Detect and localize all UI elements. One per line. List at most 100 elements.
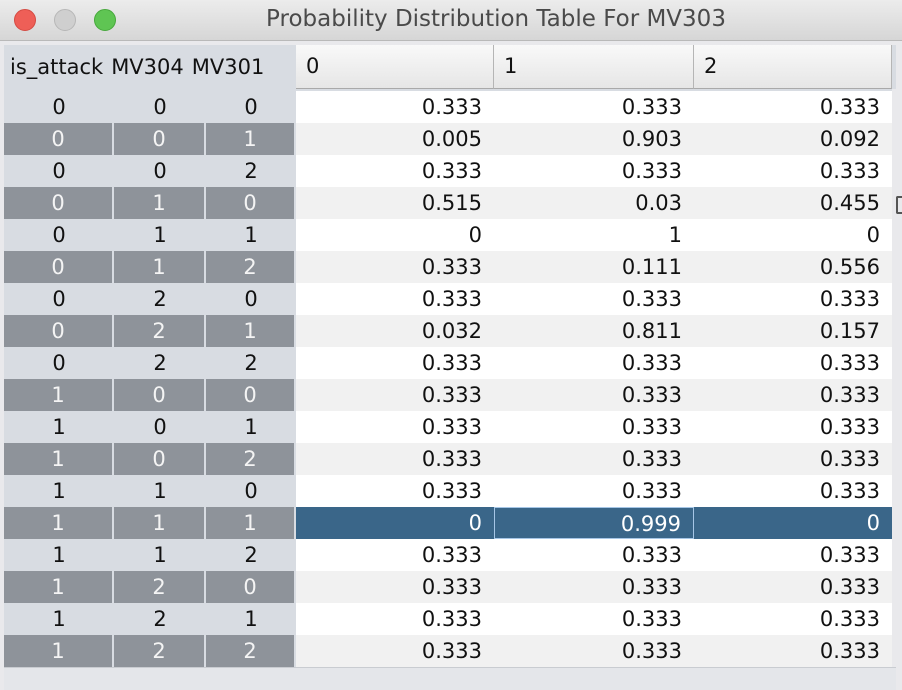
probability-cell[interactable]: 0.333: [296, 251, 494, 283]
row-header-cell: 0: [114, 411, 206, 443]
table-row[interactable]: 1 2 2 0.333 0.333 0.333: [4, 635, 892, 667]
table-row[interactable]: 0 0 2 0.333 0.333 0.333: [4, 155, 892, 187]
table-row[interactable]: 1 1 0 0.333 0.333 0.333: [4, 475, 892, 507]
row-header-cell: 0: [4, 347, 114, 379]
probability-cell[interactable]: 0.333: [296, 91, 494, 123]
probability-cell[interactable]: 0.333: [694, 571, 892, 603]
probability-cell[interactable]: 0.111: [494, 251, 694, 283]
title-bar[interactable]: Probability Distribution Table For MV303: [0, 0, 902, 41]
probability-cell[interactable]: 0.455: [694, 187, 892, 219]
table-header-row: is_attack MV304 MV301 0 1 2: [4, 45, 892, 89]
probability-cell[interactable]: 0.333: [494, 443, 694, 475]
vertical-scroll-gutter: [892, 89, 896, 667]
probability-cell[interactable]: 0.333: [296, 347, 494, 379]
row-header-cell: 1: [4, 635, 114, 667]
probability-cell[interactable]: 0: [296, 507, 494, 539]
row-header-cell: 1: [114, 251, 206, 283]
table-row[interactable]: 1 0 2 0.333 0.333 0.333: [4, 443, 892, 475]
probability-cell[interactable]: 0.333: [494, 635, 694, 667]
close-window-button[interactable]: [14, 9, 36, 31]
probability-cell[interactable]: 0.333: [296, 283, 494, 315]
table-row[interactable]: 1 0 1 0.333 0.333 0.333: [4, 411, 892, 443]
probability-cell[interactable]: 0.333: [694, 411, 892, 443]
probability-cell[interactable]: 0.333: [694, 155, 892, 187]
probability-cell[interactable]: 0.811: [494, 315, 694, 347]
probability-cell[interactable]: 0: [694, 219, 892, 251]
probability-cell[interactable]: 0: [296, 219, 494, 251]
column-header-2[interactable]: 2: [694, 45, 892, 89]
probability-cell[interactable]: 0.333: [296, 571, 494, 603]
probability-cell[interactable]: 0.333: [296, 411, 494, 443]
probability-cell[interactable]: 0.333: [296, 443, 494, 475]
probability-cell[interactable]: 0.333: [494, 603, 694, 635]
row-header-cell: 2: [114, 635, 206, 667]
row-header-cell: 0: [4, 219, 114, 251]
probability-cell[interactable]: 0.556: [694, 251, 892, 283]
row-header-cell: 0: [206, 475, 296, 507]
probability-cell[interactable]: 0.333: [296, 155, 494, 187]
row-header-cell: 0: [4, 91, 114, 123]
probability-cell[interactable]: 0.333: [494, 283, 694, 315]
table-row[interactable]: 0 0 0 0.333 0.333 0.333: [4, 91, 892, 123]
probability-cell[interactable]: 0.515: [296, 187, 494, 219]
maximize-window-button[interactable]: [94, 9, 116, 31]
probability-cell[interactable]: 0.333: [694, 379, 892, 411]
probability-cell[interactable]: 0.333: [494, 379, 694, 411]
probability-cell[interactable]: 0.333: [494, 155, 694, 187]
probability-cell[interactable]: 0.333: [494, 91, 694, 123]
row-header-cell: 2: [206, 539, 296, 571]
probability-cell[interactable]: 0.333: [494, 539, 694, 571]
probability-cell[interactable]: 0.157: [694, 315, 892, 347]
probability-cell[interactable]: 0.333: [694, 347, 892, 379]
probability-cell[interactable]: 0.333: [694, 475, 892, 507]
probability-cell[interactable]: 0.333: [694, 283, 892, 315]
row-header-cell: 0: [206, 187, 296, 219]
row-header-labels: is_attack MV304 MV301: [4, 45, 296, 89]
probability-cell[interactable]: 0.333: [694, 443, 892, 475]
table-row[interactable]: 1 2 0 0.333 0.333 0.333: [4, 571, 892, 603]
probability-cell[interactable]: 0.03: [494, 187, 694, 219]
probability-cell[interactable]: 0.333: [296, 635, 494, 667]
table-row[interactable]: 0 2 0 0.333 0.333 0.333: [4, 283, 892, 315]
column-header-0[interactable]: 0: [296, 45, 494, 89]
probability-cell[interactable]: 0.333: [494, 475, 694, 507]
probability-cell[interactable]: 0.333: [494, 571, 694, 603]
table-row[interactable]: 0 2 2 0.333 0.333 0.333: [4, 347, 892, 379]
row-header-cell: 0: [114, 443, 206, 475]
table-row[interactable]: 0 0 1 0.005 0.903 0.092: [4, 123, 892, 155]
probability-cell[interactable]: 0.903: [494, 123, 694, 155]
row-header-cell: 0: [206, 283, 296, 315]
probability-cell[interactable]: 0: [694, 507, 892, 539]
probability-cell[interactable]: 0.999: [494, 507, 694, 539]
row-header-cell: 1: [114, 507, 206, 539]
row-header-cell: 0: [4, 251, 114, 283]
probability-cell[interactable]: 0.005: [296, 123, 494, 155]
column-header-1[interactable]: 1: [494, 45, 694, 89]
table-row[interactable]: 0 1 2 0.333 0.111 0.556: [4, 251, 892, 283]
table-row[interactable]: 0 2 1 0.032 0.811 0.157: [4, 315, 892, 347]
probability-cell[interactable]: 0.333: [296, 603, 494, 635]
probability-cell[interactable]: 0.333: [694, 539, 892, 571]
probability-cell[interactable]: 0.333: [494, 347, 694, 379]
table-row[interactable]: 1 1 1 0 0.999 0: [4, 507, 892, 539]
probability-cell[interactable]: 1: [494, 219, 694, 251]
probability-cell[interactable]: 0.333: [296, 379, 494, 411]
table-row[interactable]: 1 2 1 0.333 0.333 0.333: [4, 603, 892, 635]
probability-cell[interactable]: 0.092: [694, 123, 892, 155]
probability-cell[interactable]: 0.333: [494, 411, 694, 443]
probability-cell[interactable]: 0.032: [296, 315, 494, 347]
table-row[interactable]: 1 0 0 0.333 0.333 0.333: [4, 379, 892, 411]
resize-handle-icon[interactable]: [896, 196, 902, 214]
minimize-window-button[interactable]: [54, 9, 76, 31]
probability-cell[interactable]: 0.333: [694, 91, 892, 123]
probability-cell[interactable]: 0.333: [694, 603, 892, 635]
probability-cell[interactable]: 0.333: [694, 635, 892, 667]
table-row[interactable]: 1 1 2 0.333 0.333 0.333: [4, 539, 892, 571]
table-row[interactable]: 0 1 0 0.515 0.03 0.455: [4, 187, 892, 219]
probability-cell[interactable]: 0.333: [296, 539, 494, 571]
probability-cell[interactable]: 0.333: [296, 475, 494, 507]
row-header-cell: 1: [4, 539, 114, 571]
row-header-cell: 2: [206, 443, 296, 475]
